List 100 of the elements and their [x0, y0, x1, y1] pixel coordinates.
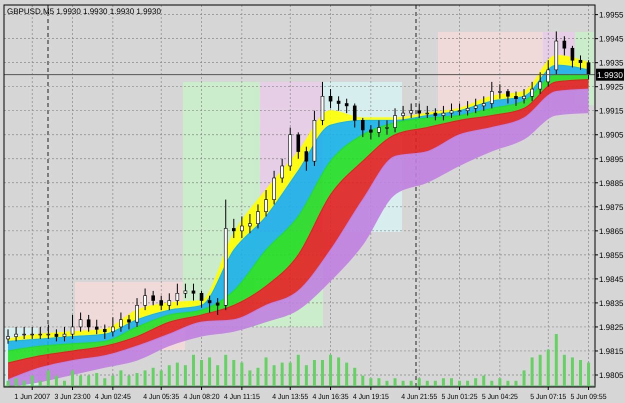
- bar: [377, 378, 380, 386]
- bar: [538, 354, 542, 386]
- y-tick-label: 1.9875: [599, 202, 624, 212]
- bar: [152, 368, 155, 386]
- bar: [458, 380, 462, 386]
- candlestick: [506, 88, 510, 104]
- bar: [304, 365, 308, 386]
- y-tick-label: 1.9925: [599, 82, 624, 92]
- candlestick: [119, 312, 123, 332]
- bar: [111, 376, 114, 386]
- candlestick: [344, 98, 348, 114]
- candlestick: [417, 103, 422, 118]
- bar: [450, 378, 453, 386]
- candlestick: [304, 146, 308, 172]
- y-tick-label: 1.9955: [599, 10, 624, 20]
- bar: [434, 380, 437, 386]
- bar: [385, 380, 388, 386]
- bar: [176, 362, 179, 386]
- candlestick: [530, 81, 534, 102]
- bar: [248, 370, 252, 386]
- bar: [418, 378, 421, 386]
- bar: [264, 357, 268, 386]
- candlestick: [393, 108, 397, 133]
- y-tick-label: 1.9815: [599, 346, 624, 356]
- candlestick: [30, 326, 34, 340]
- bar: [46, 370, 50, 386]
- bar: [288, 362, 292, 386]
- candlestick: [143, 288, 147, 311]
- candlestick: [336, 96, 340, 112]
- y-tick-label: 1.9905: [599, 130, 624, 140]
- candlestick: [111, 316, 115, 338]
- bar: [578, 360, 582, 386]
- y-tick-label: 1.9895: [599, 154, 624, 164]
- bar: [442, 378, 445, 386]
- candlestick: [458, 103, 462, 116]
- candlestick: [328, 88, 332, 109]
- y-tick-label: 1.9935: [599, 58, 624, 68]
- bar: [320, 360, 324, 386]
- candlestick: [14, 326, 18, 342]
- bar: [103, 378, 106, 386]
- candlestick: [272, 170, 276, 205]
- y-tick-label: 1.9915: [599, 106, 624, 116]
- candlestick: [360, 117, 365, 138]
- bar: [482, 376, 486, 386]
- candlestick: [54, 328, 58, 342]
- y-tick-label: 1.9855: [599, 250, 624, 260]
- bar: [312, 360, 316, 386]
- candlestick: [442, 105, 446, 121]
- bar: [200, 360, 204, 386]
- candlestick: [38, 326, 42, 340]
- bar: [168, 365, 171, 386]
- candlestick: [352, 103, 357, 128]
- bar: [216, 365, 220, 386]
- candlestick: [586, 60, 590, 80]
- bar: [38, 380, 42, 386]
- candlestick: [409, 103, 413, 118]
- candlestick: [151, 290, 155, 306]
- bar: [136, 373, 139, 386]
- candlestick: [46, 324, 50, 340]
- bar: [62, 380, 66, 386]
- candlestick: [514, 90, 518, 106]
- bar: [562, 354, 566, 386]
- candlestick: [184, 283, 188, 299]
- y-tick-label: 1.9945: [599, 34, 624, 44]
- bar: [296, 354, 300, 386]
- bar: [506, 380, 510, 386]
- candlestick: [256, 204, 260, 229]
- chart-title: GBPUSD,M5 1.9930 1.9930 1.9930 1.9930: [7, 7, 162, 16]
- candlestick: [159, 295, 164, 311]
- bar: [570, 357, 574, 386]
- bar: [79, 376, 82, 386]
- bar: [127, 376, 130, 386]
- bar: [160, 370, 163, 386]
- candlestick: [264, 189, 268, 217]
- bar: [144, 370, 147, 386]
- y-tick-label: 1.9835: [599, 298, 624, 308]
- bar: [353, 368, 356, 386]
- y-tick-label: 1.9825: [599, 322, 624, 332]
- candlestick: [466, 100, 470, 116]
- candlestick: [232, 218, 236, 239]
- bar: [272, 365, 276, 386]
- bar: [361, 376, 364, 386]
- bar: [402, 380, 405, 386]
- candlestick: [135, 298, 139, 328]
- candlestick: [562, 36, 566, 56]
- candlestick: [401, 105, 405, 121]
- bar: [119, 370, 122, 386]
- candlestick: [86, 314, 90, 332]
- candlestick: [369, 124, 373, 140]
- candlestick: [522, 88, 526, 104]
- candlestick: [570, 45, 574, 68]
- bar: [22, 380, 26, 386]
- y-tick-label: 1.9885: [599, 178, 624, 188]
- candlestick: [102, 324, 107, 340]
- bar: [394, 378, 397, 386]
- bar: [192, 354, 195, 386]
- bar: [498, 378, 502, 386]
- candlestick: [62, 326, 66, 342]
- bar: [587, 362, 590, 386]
- candlestick: [474, 98, 478, 114]
